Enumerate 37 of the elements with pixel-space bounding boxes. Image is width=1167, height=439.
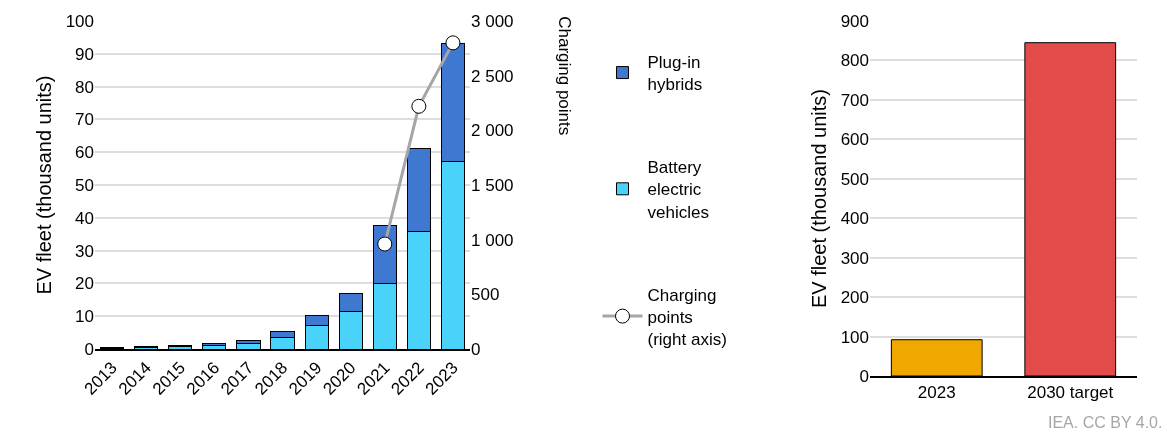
legend-label: Battery electric vehicles bbox=[647, 158, 709, 222]
y-tick-label: 0 bbox=[859, 366, 869, 386]
legend-label: Plug-in hybrids bbox=[647, 53, 703, 95]
y2-tick-label: 0 bbox=[471, 339, 481, 359]
y-tick-label: 700 bbox=[840, 90, 869, 110]
y2-tick-label: 2 000 bbox=[471, 121, 514, 141]
y-tick-label: 500 bbox=[840, 169, 869, 189]
y-tick-label: 0 bbox=[84, 339, 94, 359]
y2-tick-label: 2 500 bbox=[471, 66, 514, 86]
y-tick-label: 80 bbox=[75, 77, 94, 97]
y-tick-label: 800 bbox=[840, 51, 869, 71]
y2-tick-label: 500 bbox=[471, 285, 500, 305]
y2-tick-label: 1 000 bbox=[471, 230, 514, 250]
y-tick-label: 60 bbox=[75, 143, 94, 163]
y2-axis-title: Charging points bbox=[554, 16, 574, 136]
y-tick-label: 40 bbox=[75, 208, 94, 228]
text: IEA. CC BY 4.0. bbox=[1048, 414, 1163, 431]
y-tick-label: 900 bbox=[840, 11, 869, 31]
legend-label: Charging points (right axis) bbox=[647, 285, 727, 349]
y-axis-title: EV fleet (thousand units) bbox=[33, 75, 56, 295]
y-tick-label: 400 bbox=[840, 209, 869, 229]
y-tick-label: 100 bbox=[840, 327, 869, 347]
y-tick-label: 30 bbox=[75, 241, 94, 261]
y-tick-label: 200 bbox=[840, 288, 869, 308]
y-tick-label: 20 bbox=[75, 274, 94, 294]
y-tick-label: 100 bbox=[65, 11, 94, 31]
y2-tick-label: 1 500 bbox=[471, 175, 514, 195]
y-tick-label: 50 bbox=[75, 175, 94, 195]
y2-tick-label: 3 000 bbox=[471, 11, 514, 31]
y-tick-label: 90 bbox=[75, 44, 94, 64]
x-tick-label: 2030 target bbox=[1027, 383, 1114, 403]
y-tick-label: 10 bbox=[75, 307, 94, 327]
y-tick-label: 70 bbox=[75, 110, 94, 130]
y-tick-label: 300 bbox=[840, 248, 869, 268]
x-tick-label: 2023 bbox=[917, 383, 956, 403]
y-tick-label: 600 bbox=[840, 130, 869, 150]
y-axis-title: EV fleet (thousand units) bbox=[808, 88, 831, 309]
